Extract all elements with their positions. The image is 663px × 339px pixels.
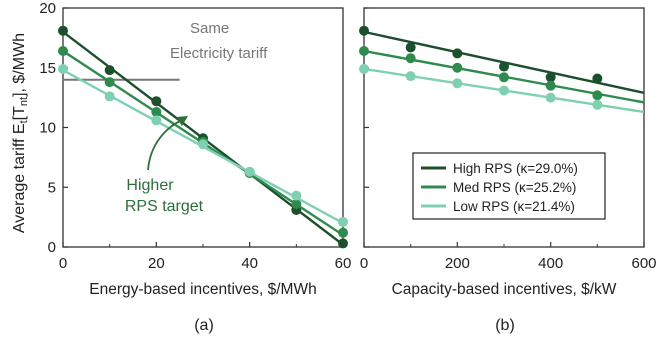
rps-arrow-shaft: [147, 119, 183, 171]
higher-rps-label-2: RPS target: [125, 198, 204, 215]
y-tick-label: 10: [39, 120, 56, 137]
data-point-low: [104, 91, 115, 102]
panel-b: 0 200 400 600 Capacity-based incentives, $/k…: [359, 7, 657, 298]
data-point-med: [104, 77, 115, 88]
data-point-high: [104, 65, 115, 76]
x-tick-label: 60: [335, 255, 352, 272]
data-point-med: [291, 198, 302, 209]
data-point-med: [592, 90, 603, 101]
panel-a: 0 20 40 60 0 5 10 15 20 Energy-based incentives, …: [39, 0, 351, 298]
rps-arrow-head: [176, 116, 188, 126]
data-point-high: [499, 61, 509, 72]
x-tick-label: 0: [59, 255, 67, 272]
data-point-med: [359, 46, 369, 57]
data-point-high: [359, 25, 369, 36]
data-point-med: [545, 80, 556, 91]
data-point-low: [151, 115, 162, 126]
data-point-med: [452, 62, 463, 73]
y-tick-label: 5: [48, 179, 56, 196]
legend-label-low: Low RPS (κ=21.4%): [453, 199, 575, 214]
data-point-low: [338, 216, 348, 227]
y-tick-label: 0: [48, 239, 56, 256]
data-point-med: [499, 72, 509, 83]
data-point-med: [405, 53, 416, 64]
data-point-low: [198, 139, 208, 150]
y-tick-label: 20: [39, 0, 56, 17]
data-point-high: [545, 72, 556, 83]
x-tick-label: 600: [631, 255, 656, 272]
data-point-high: [452, 48, 463, 59]
data-point-high: [338, 238, 348, 249]
x-tick-label: 200: [445, 255, 470, 272]
higher-rps-label-1: Higher: [126, 177, 174, 194]
x-axis-label-a: Energy-based incentives, $/MWh: [89, 281, 316, 298]
data-point-high: [151, 96, 162, 107]
x-tick-label: 40: [241, 255, 258, 272]
data-point-low: [592, 99, 603, 110]
data-point-low: [58, 63, 68, 74]
data-point-high: [592, 73, 603, 84]
same-tariff-label-1: Same: [190, 20, 229, 37]
legend-label-high: High RPS (κ=29.0%): [453, 161, 578, 176]
data-point-low: [452, 78, 463, 89]
y-tick-label: 15: [39, 60, 56, 77]
legend-label-med: Med RPS (κ=25.2%): [453, 180, 576, 195]
data-point-low: [244, 166, 255, 177]
data-point-med: [338, 227, 348, 238]
data-point-low: [499, 85, 509, 96]
same-tariff-label-2: Electricity tariff: [170, 45, 268, 62]
y-axis-label: Average tariff Et[Tnt], $/MWh: [11, 33, 30, 233]
data-point-low: [545, 92, 556, 103]
data-point-low: [291, 190, 302, 201]
x-axis-label-b: Capacity-based incentives, $/kW: [392, 281, 617, 298]
x-tick-label: 0: [360, 255, 368, 272]
data-point-med: [151, 106, 162, 117]
x-tick-label: 400: [538, 255, 563, 272]
data-point-low: [405, 71, 416, 82]
x-tick-label: 20: [148, 255, 165, 272]
panel-b-label: (b): [495, 317, 515, 334]
data-point-high: [405, 42, 416, 53]
data-point-high: [58, 25, 68, 36]
data-point-low: [359, 63, 369, 74]
data-point-med: [58, 46, 68, 57]
panel-a-label: (a): [194, 317, 214, 334]
